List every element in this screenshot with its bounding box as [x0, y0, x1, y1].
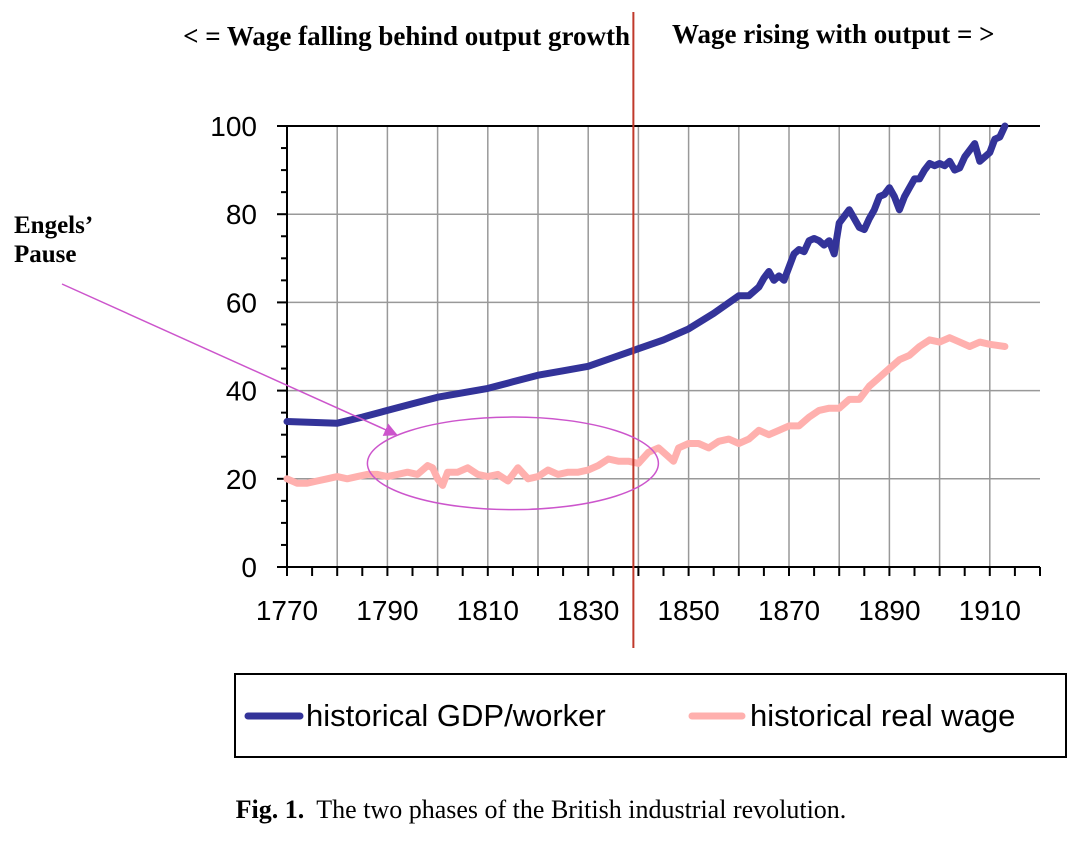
- caption-text: The two phases of the British industrial…: [316, 795, 846, 824]
- annotation-line1: Engels’: [14, 212, 93, 239]
- series-line-real-wage: [283, 334, 1009, 489]
- right-phase-header: Wage rising with output = >: [672, 19, 995, 49]
- x-tick-label: 1830: [557, 595, 619, 626]
- x-tick-label: 1810: [457, 595, 519, 626]
- legend-label-wage: historical real wage: [750, 698, 1015, 733]
- annotation-line2: Pause: [14, 241, 77, 268]
- y-tick-label: 0: [241, 552, 257, 583]
- x-tick-label: 1850: [657, 595, 719, 626]
- x-tick-label: 1870: [758, 595, 820, 626]
- y-tick-label: 20: [226, 464, 257, 495]
- left-phase-header: < = Wage falling behind output growth: [183, 21, 630, 51]
- engels-pause-ellipse: [366, 416, 660, 511]
- series-line-gdp-per-worker: [283, 122, 1009, 427]
- plot-frame: [286, 125, 1040, 568]
- y-tick-label: 40: [226, 376, 257, 407]
- overlay: [61, 12, 660, 648]
- y-tick-label: 100: [210, 111, 257, 142]
- legend-box: [234, 673, 1067, 758]
- y-tick-label: 80: [226, 199, 257, 230]
- annotation-arrow: [61, 283, 398, 436]
- y-tick-label: 60: [226, 287, 257, 318]
- grid: [287, 125, 1040, 567]
- axis-ticks: 0 20 40 60 80 100 1770 1790 1810 1830 1850 1870 1890…: [210, 111, 1041, 626]
- x-tick-label: 1910: [959, 595, 1021, 626]
- figure-caption: Fig. 1. The two phases of the British ind…: [236, 795, 847, 824]
- x-tick-label: 1790: [356, 595, 418, 626]
- x-tick-label: 1890: [858, 595, 920, 626]
- x-tick-label: 1770: [256, 595, 318, 626]
- caption-label: Fig. 1.: [236, 795, 305, 824]
- legend-label-gdp: historical GDP/worker: [306, 698, 606, 733]
- series-layer: [283, 122, 1009, 489]
